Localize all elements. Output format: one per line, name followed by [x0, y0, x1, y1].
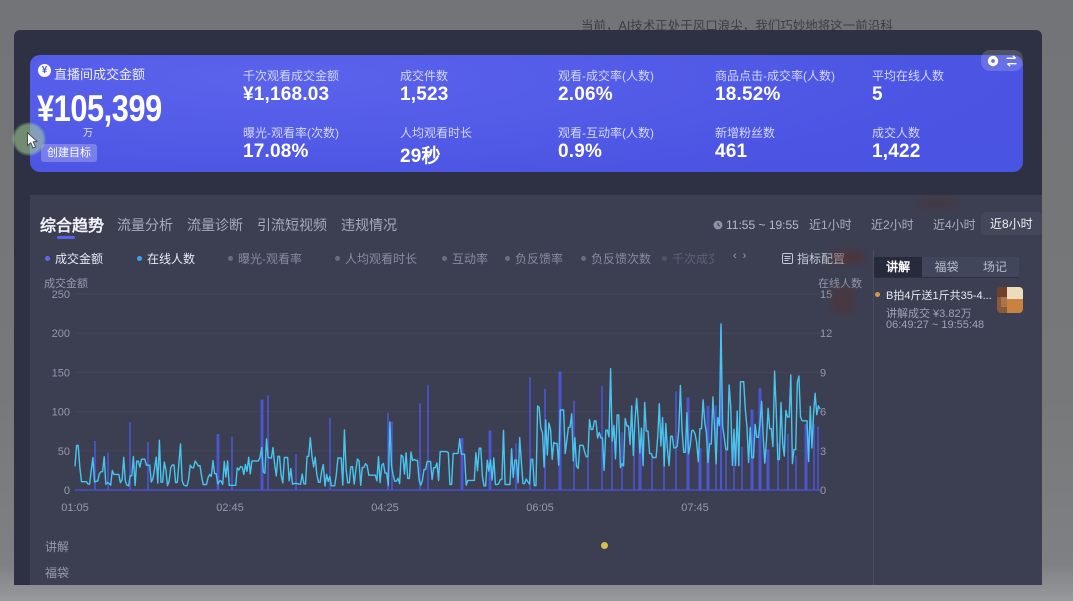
svg-text:成交金额: 成交金额	[44, 276, 88, 290]
svg-text:100: 100	[52, 407, 70, 419]
svg-text:12: 12	[820, 328, 832, 340]
svg-text:06:05: 06:05	[526, 502, 554, 514]
svg-text:6: 6	[820, 407, 826, 419]
svg-text:0: 0	[64, 485, 70, 497]
svg-text:04:25: 04:25	[371, 502, 399, 514]
svg-text:01:05: 01:05	[61, 502, 89, 514]
svg-text:0: 0	[820, 485, 826, 497]
svg-text:07:45: 07:45	[681, 502, 709, 514]
svg-text:在线人数: 在线人数	[818, 276, 862, 290]
svg-text:15: 15	[820, 289, 832, 301]
svg-text:250: 250	[52, 289, 70, 301]
svg-text:3: 3	[820, 446, 826, 458]
svg-text:150: 150	[52, 367, 70, 379]
svg-text:50: 50	[58, 446, 70, 458]
svg-text:9: 9	[820, 367, 826, 379]
svg-text:02:45: 02:45	[216, 502, 244, 514]
svg-text:200: 200	[52, 328, 70, 340]
